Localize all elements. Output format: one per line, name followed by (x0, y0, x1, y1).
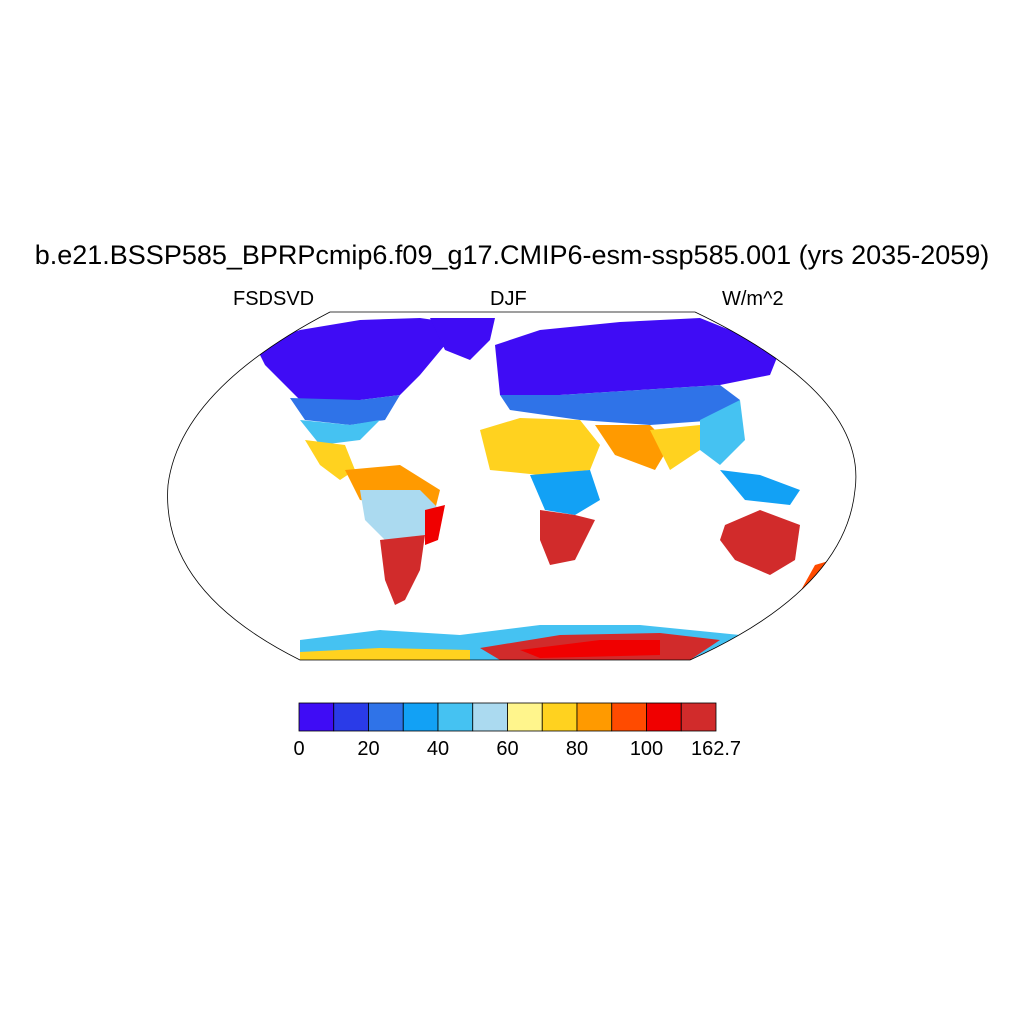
colorbar-swatch (576, 702, 613, 732)
region-maritime (720, 470, 800, 505)
region-amazon (360, 490, 440, 540)
colorbar-tick-label: 80 (565, 738, 589, 760)
colorbar-tick-label: 40 (426, 738, 450, 760)
colorbar-swatch (333, 702, 369, 732)
colorbar-tick-label: 0 (293, 738, 305, 760)
colorbar-swatch (646, 702, 682, 732)
region-middle-east (595, 425, 670, 470)
colorbar-tick-label: 60 (496, 738, 519, 760)
colorbar-tick-label: 100 (629, 738, 664, 760)
region-new-zealand (800, 560, 832, 592)
colorbar-swatch (611, 702, 647, 732)
region-sahara (480, 418, 600, 475)
variable-label: FSDSVD (233, 288, 315, 310)
land-fields (255, 318, 832, 660)
region-antarctica-west (300, 648, 470, 660)
region-south-america-south (380, 535, 425, 605)
colorbar-swatch (541, 702, 578, 732)
season-label: DJF (490, 288, 527, 310)
colorbar-swatch (402, 702, 439, 732)
region-northern-eurasia (495, 318, 780, 395)
region-mexico (305, 440, 355, 480)
map-boundary (167, 311, 857, 661)
region-india (650, 425, 700, 470)
region-central-africa (530, 470, 600, 515)
colorbar-tick-label: 20 (357, 738, 380, 760)
region-mid-eurasia (500, 385, 740, 425)
region-south-america-east (425, 505, 445, 545)
region-antarctica-ring (520, 640, 660, 658)
colorbar-swatch (437, 702, 474, 732)
region-north-america-south (300, 420, 380, 445)
colorbar-swatch (472, 702, 508, 732)
region-se-asia (700, 400, 745, 465)
colorbar-swatch (368, 702, 404, 732)
region-southern-africa (540, 510, 595, 565)
colorbar-swatch (298, 702, 335, 732)
colorbar-swatch (507, 702, 543, 732)
colorbar (298, 702, 717, 732)
region-greenland (430, 318, 495, 360)
region-australia (720, 510, 800, 575)
plot-title: b.e21.BSSP585_BPRPcmip6.f09_g17.CMIP6-es… (34, 240, 990, 270)
colorbar-tick-label: 162.7 (690, 738, 742, 760)
colorbar-swatch (680, 702, 717, 732)
units-label: W/m^2 (722, 288, 784, 310)
region-north-america-mid (290, 395, 400, 425)
region-north-america-arctic (255, 318, 470, 400)
